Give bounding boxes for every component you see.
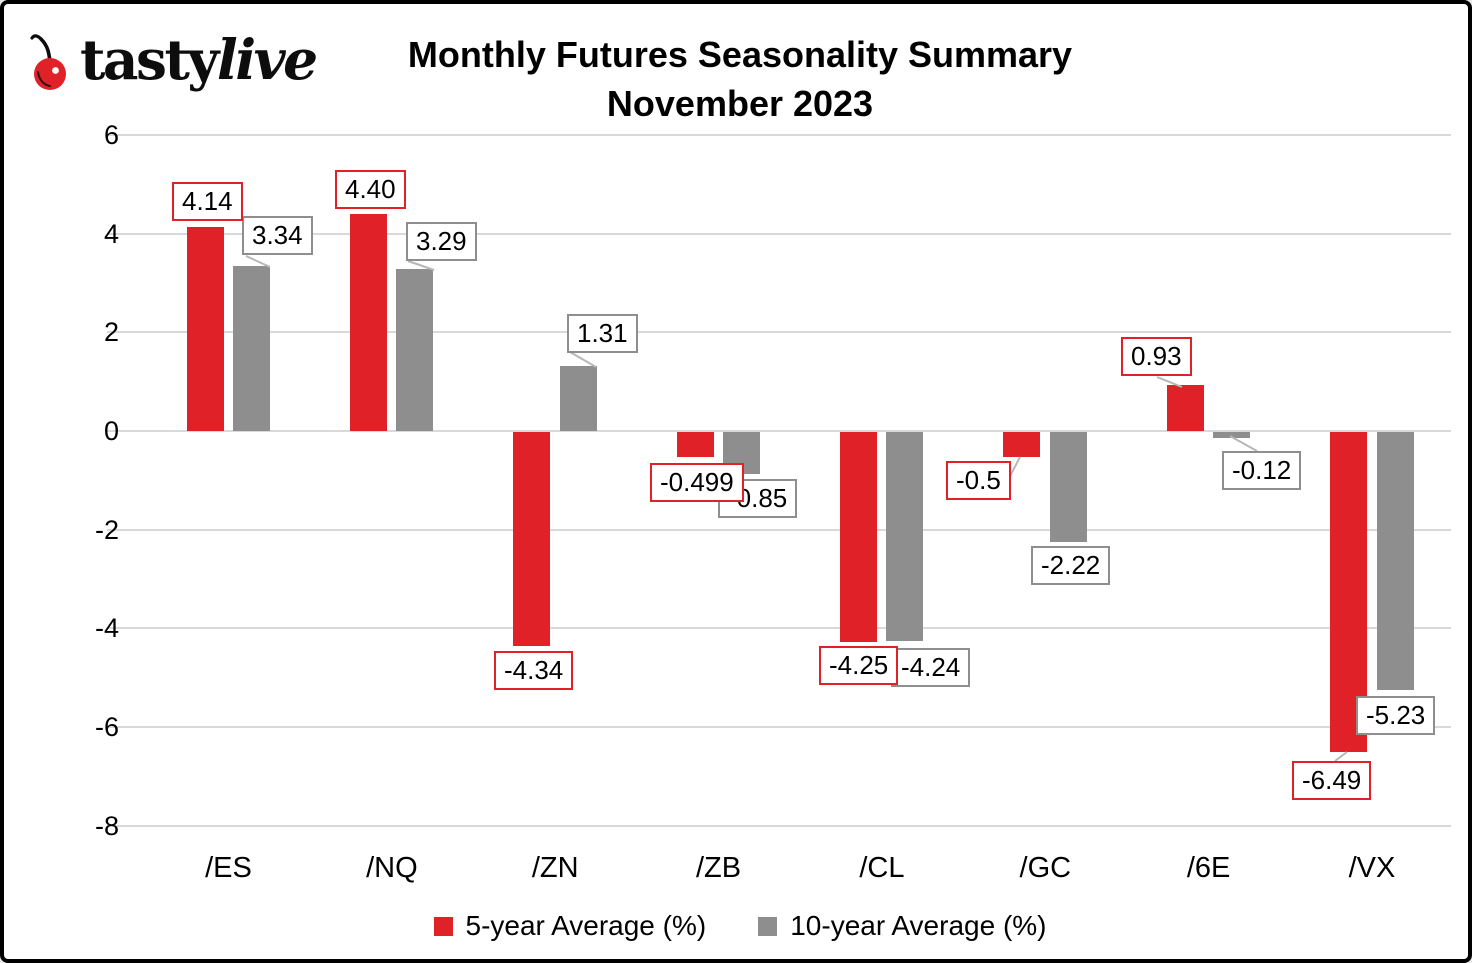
y-axis-tick-label: -4 bbox=[94, 613, 119, 644]
bar-10y-/NQ bbox=[396, 268, 434, 431]
value-label-10y-/NQ: 3.29 bbox=[406, 222, 477, 261]
value-label-10y-/ES: 3.34 bbox=[242, 216, 313, 255]
chart-subtitle: November 2023 bbox=[606, 83, 874, 124]
value-label-5y-/ZB: -0.499 bbox=[650, 463, 744, 502]
x-axis-label-/GC: /GC bbox=[1019, 852, 1072, 884]
legend-swatch-5y-icon bbox=[433, 916, 453, 936]
value-label-10y-/6E: -0.12 bbox=[1222, 451, 1302, 490]
gridline-y2 bbox=[107, 331, 1451, 334]
value-label-5y-/NQ: 4.40 bbox=[335, 170, 406, 209]
cherry-icon bbox=[30, 34, 66, 90]
gridline-y-8 bbox=[107, 824, 1451, 827]
x-axis-label-/NQ: /NQ bbox=[366, 852, 418, 884]
value-label-10y-/ZN: 1.31 bbox=[567, 314, 638, 353]
chart-title: Monthly Futures Seasonality Summary bbox=[407, 34, 1073, 75]
bar-10y-/ES bbox=[233, 266, 270, 431]
x-axis-label-/ES: /ES bbox=[205, 852, 252, 884]
y-axis-tick-label: -8 bbox=[94, 810, 119, 841]
bar-5y-/ES bbox=[186, 226, 224, 431]
y-axis-tick-label: -2 bbox=[94, 514, 119, 545]
value-label-10y-/GC: -2.22 bbox=[1031, 546, 1111, 585]
bar-10y-/CL bbox=[886, 432, 924, 642]
x-axis-label-/6E: /6E bbox=[1186, 852, 1231, 884]
legend-item-10y: 10-year Average (%) bbox=[758, 910, 1047, 942]
y-axis-tick-label: 2 bbox=[103, 317, 119, 348]
bar-5y-/CL bbox=[839, 432, 877, 642]
legend-item-5y: 5-year Average (%) bbox=[433, 910, 707, 942]
brand-suffix: live bbox=[216, 26, 318, 92]
plot-area: 6 4 2 0 -2 -4 -6 -8/ES/NQ/ZN/ZB/CL/GC/6E/VX 3.34… bbox=[4, 4, 1468, 959]
bar-5y-/ZN bbox=[513, 432, 551, 647]
y-axis-tick-label: 0 bbox=[103, 416, 119, 446]
gridline-y4 bbox=[107, 232, 1451, 235]
value-label-5y-/ES: 4.14 bbox=[172, 182, 243, 221]
gridline-y-4 bbox=[107, 627, 1451, 630]
value-label-5y-/GC: -0.5 bbox=[946, 461, 1011, 500]
x-axis-label-/ZN: /ZN bbox=[531, 852, 579, 884]
y-axis-tick-label: 4 bbox=[103, 218, 119, 249]
y-axis-tick-label: -6 bbox=[94, 712, 119, 743]
x-axis-label-/CL: /CL bbox=[859, 852, 905, 884]
bar-10y-/VX bbox=[1376, 432, 1414, 691]
y-axis-tick-label: 6 bbox=[103, 119, 119, 150]
value-label-10y-/VX: -5.23 bbox=[1356, 696, 1436, 735]
x-axis-label-/ZB: /ZB bbox=[695, 852, 742, 884]
value-label-5y-/CL: -4.25 bbox=[819, 646, 899, 685]
value-label-10y-/CL: -4.24 bbox=[891, 648, 971, 687]
bar-5y-/GC bbox=[1003, 432, 1041, 457]
brand-prefix: tasty bbox=[80, 26, 219, 92]
bar-5y-/6E bbox=[1166, 385, 1204, 431]
bar-10y-/GC bbox=[1049, 432, 1087, 542]
gridline-y0 bbox=[107, 430, 1451, 432]
x-axis-label-/VX: /VX bbox=[1348, 852, 1396, 884]
legend-label-5y: 5-year Average (%) bbox=[465, 910, 707, 941]
tastylive-logo: tastylive bbox=[24, 26, 318, 92]
legend-swatch-10y-icon bbox=[758, 916, 778, 936]
bar-5y-/ZB bbox=[676, 432, 714, 457]
gridline-y-2 bbox=[107, 528, 1451, 531]
gridline-y-6 bbox=[107, 726, 1451, 729]
legend-label-10y: 10-year Average (%) bbox=[790, 910, 1047, 941]
value-label-5y-/VX: -6.49 bbox=[1292, 761, 1372, 800]
gridline-y6 bbox=[107, 133, 1451, 136]
value-label-5y-/6E: 0.93 bbox=[1121, 337, 1192, 376]
brand-wordmark: tastylive bbox=[80, 32, 318, 87]
bar-10y-/6E bbox=[1213, 432, 1251, 438]
chart-title-block: Monthly Futures Seasonality Summary Nove… bbox=[340, 30, 1140, 128]
bar-5y-/NQ bbox=[349, 213, 387, 431]
legend: 5-year Average (%) 10-year Average (%) bbox=[4, 910, 1468, 942]
bar-10y-/ZN bbox=[559, 366, 597, 431]
value-label-5y-/ZN: -4.34 bbox=[494, 651, 574, 690]
